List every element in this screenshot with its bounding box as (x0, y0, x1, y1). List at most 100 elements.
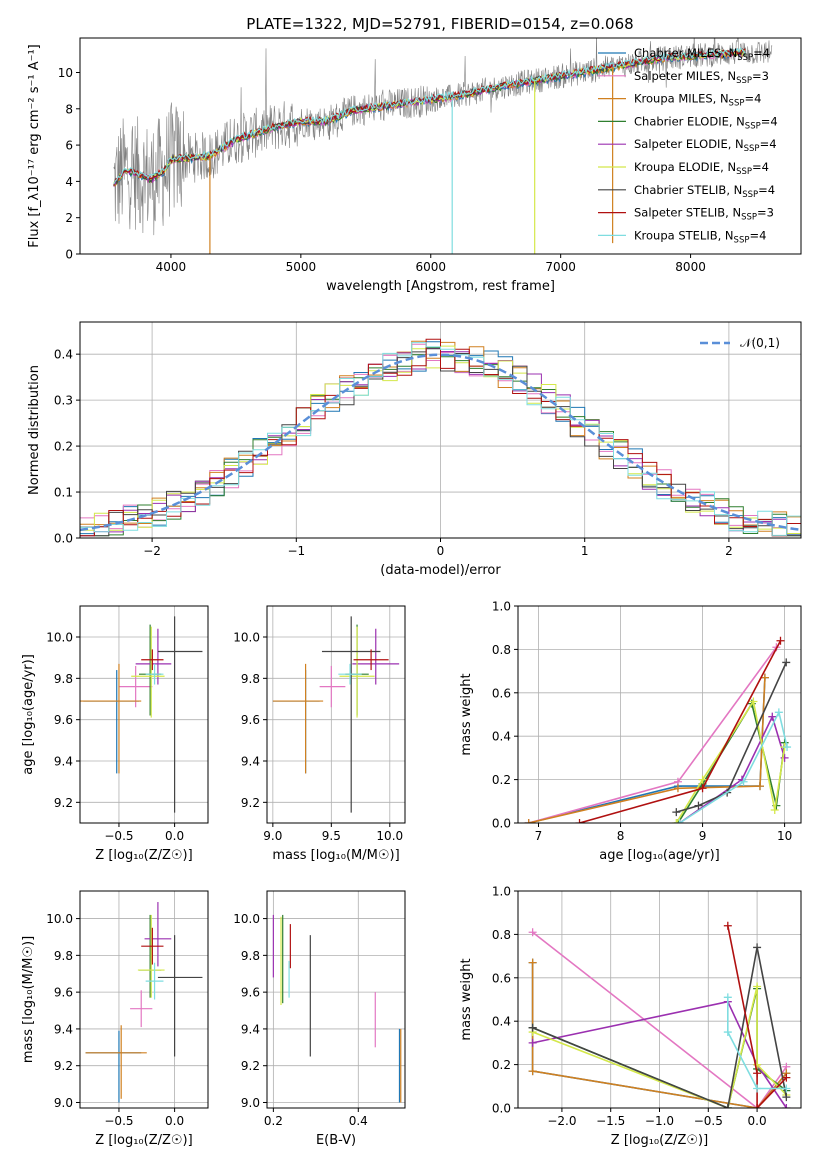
weight-marker (675, 819, 684, 823)
y-tick-label: 9.4 (54, 1022, 73, 1036)
legend-label: Kroupa ELODIE, NSSP=4 (634, 160, 769, 177)
x-tick-label: 0.0 (165, 1114, 184, 1128)
legend-label: Salpeter ELODIE, NSSP=4 (634, 137, 777, 154)
x-tick-label: 9 (699, 829, 707, 843)
legend-label: Chabrier ELODIE, NSSP=4 (634, 114, 778, 131)
weight-series (531, 962, 788, 1108)
gaussian-curve (80, 353, 801, 532)
y-tick-label: 9.4 (241, 1022, 260, 1036)
weight-series (528, 677, 766, 823)
legend-label-main: Kroupa STELIB, N (634, 228, 734, 242)
y-tick-label: 0.0 (54, 532, 73, 546)
y-tick-label: 0.8 (492, 643, 511, 657)
x-axis-label: Z [log₁₀(Z/Z☉)] (611, 1133, 708, 1148)
weight-marker (782, 1073, 791, 1082)
weight-marker (528, 958, 537, 967)
weight-marker (753, 943, 762, 952)
axes-frame (266, 605, 406, 824)
model-spectrum (113, 47, 746, 185)
legend-label: Chabrier MILES, NSSP=4 (634, 46, 770, 63)
weight-marker (753, 1060, 762, 1069)
weight-marker (753, 1104, 762, 1108)
legend-label-suffix: =4 (752, 160, 769, 174)
legend-label-suffix: =4 (760, 137, 777, 151)
x-tick-label: 9.0 (263, 829, 282, 843)
x-tick-label: 9.5 (322, 829, 341, 843)
weight-marker (753, 1084, 762, 1093)
axes-frame (79, 605, 209, 824)
y-tick-label: 9.4 (54, 755, 73, 769)
plot-area (267, 606, 405, 823)
x-tick-label: 10.0 (376, 829, 403, 843)
weight-marker (753, 1069, 762, 1078)
chart-mass_vs_EBV: 0.2 0.4 9.0 9.2 9.4 9.6 9.8 10.0 E(B-V) (233, 890, 406, 1148)
y-tick-label: 0 (65, 248, 73, 262)
y-tick-label: 8 (65, 102, 73, 116)
weight-series (532, 947, 788, 1108)
x-axis-label: mass [log₁₀(M/M☉)] (272, 848, 399, 863)
chart-weight_vs_Z: −2.0 −1.5 −1.0 −0.5 0.0 0.0 0.2 0.4 0.6 0.8 1.0 Z [… (459, 885, 802, 1148)
weight-marker (782, 1104, 791, 1108)
weight-marker (524, 819, 533, 823)
weight-marker (782, 1084, 791, 1093)
legend-label-suffix: =4 (753, 46, 770, 60)
y-tick-label: 9.0 (54, 1096, 73, 1110)
weight-marker (770, 805, 779, 814)
legend-label: Salpeter STELIB, NSSP=3 (634, 206, 774, 223)
y-axis-label: Flux [f_λ10⁻¹⁷ erg cm⁻² s⁻¹ A⁻¹] (27, 44, 42, 248)
legend-label-suffix: =4 (761, 114, 778, 128)
weight-marker (739, 777, 748, 786)
x-axis-label: Z [log₁₀(Z/Z☉)] (95, 848, 192, 863)
y-tick-label: 1.0 (492, 600, 511, 614)
y-tick-label: 9.0 (241, 1096, 260, 1110)
y-tick-label: 4 (65, 175, 73, 189)
y-axis-label: mass weight (459, 958, 474, 1040)
x-axis-label: (data-model)/error (380, 563, 501, 578)
legend-label-sub: SSP (745, 121, 761, 131)
weight-marker (723, 921, 732, 930)
weight-marker (528, 928, 537, 937)
x-tick-label: 5000 (286, 260, 317, 274)
weight-marker (723, 993, 732, 1002)
y-axis-label: Normed distribution (27, 365, 42, 495)
legend-label-sub: SSP (742, 190, 758, 200)
weight-marker (723, 1028, 732, 1037)
weight-series (532, 1000, 788, 1108)
y-tick-label: 0.0 (492, 817, 511, 831)
y-tick-label: 10 (58, 66, 73, 80)
weight-marker (528, 1038, 537, 1047)
legend-label-suffix: =4 (744, 92, 761, 106)
axes-frame (517, 605, 802, 824)
x-tick-label: 6000 (415, 260, 446, 274)
y-tick-label: 10.0 (233, 631, 260, 645)
legend-label-suffix: =3 (757, 206, 774, 220)
axes-frame (517, 890, 802, 1109)
legend-label: 𝒩(0,1) (740, 336, 780, 350)
x-tick-label: −0.5 (694, 1114, 723, 1128)
legend-label-sub: SSP (736, 167, 752, 177)
legend-label-sub: SSP (744, 144, 760, 154)
legend-label: Kroupa STELIB, NSSP=4 (634, 228, 766, 245)
y-tick-label: 9.6 (241, 713, 260, 727)
x-tick-label: 1 (581, 544, 589, 558)
x-axis-label: age [log₁₀(age/yr)] (599, 848, 720, 863)
weight-marker (672, 808, 681, 817)
y-tick-label: 0.4 (54, 348, 73, 362)
axes-frame (79, 321, 802, 539)
plot-area (113, 38, 773, 254)
y-tick-label: 0.2 (492, 773, 511, 787)
y-tick-label: 10.0 (233, 912, 260, 926)
plot-area (80, 891, 208, 1108)
weight-marker (780, 753, 789, 762)
chart-weight_vs_age: 7 8 9 10 0.0 0.2 0.4 0.6 0.8 1.0 age [log₁₀(age/yr… (459, 600, 802, 863)
legend-label-sub: SSP (734, 235, 750, 245)
y-tick-label: 9.2 (241, 796, 260, 810)
legend-label-main: Salpeter MILES, N (634, 69, 736, 83)
plot-area (80, 606, 208, 823)
x-tick-label: −1 (287, 544, 305, 558)
weight-marker (528, 1067, 537, 1076)
chart-age_vs_Z: −0.5 0.0 9.2 9.4 9.6 9.8 10.0 Z [log₁₀(Z/Z☉)] ag… (21, 605, 209, 863)
x-tick-label: 0 (437, 544, 445, 558)
weight-series (679, 714, 786, 823)
